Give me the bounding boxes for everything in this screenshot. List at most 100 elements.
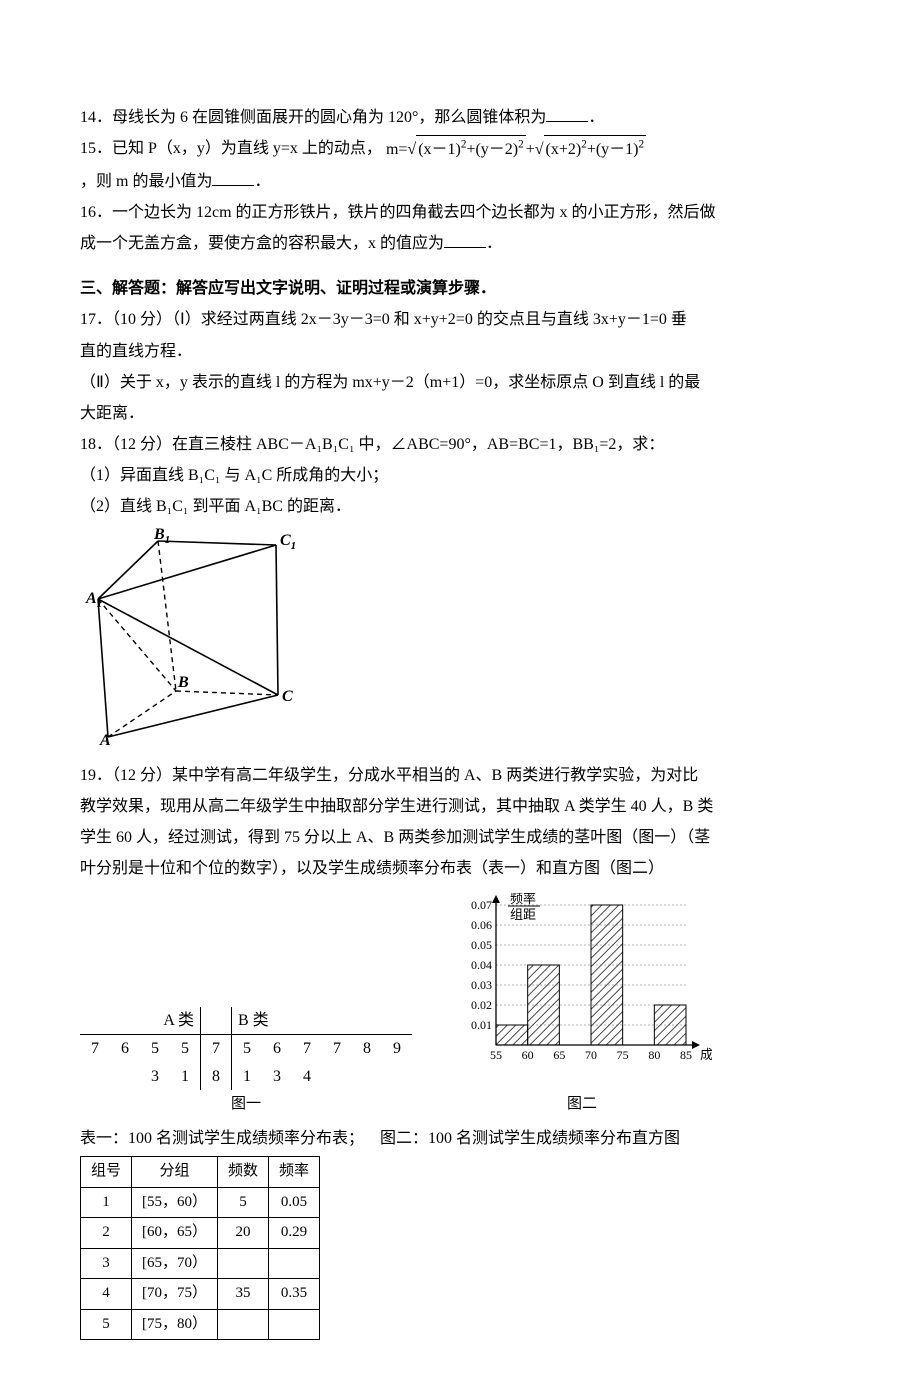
leaf-cell: 5 [232,1035,263,1063]
leaf-cell: 7 [292,1035,322,1063]
svg-text:65: 65 [553,1048,565,1062]
question-17-line1: 17．（10 分）（Ⅰ）求经过两直线 2x－3y－3=0 和 x+y+2=0 的… [80,306,920,333]
cell-no: 2 [81,1218,132,1249]
histogram-figure: 0.010.020.030.040.050.060.07556065707580… [452,893,712,1118]
leaf-cell: 9 [382,1035,412,1063]
leaf-cell: 5 [140,1035,170,1063]
q14-suffix: ． [588,109,604,126]
cell-rate: 0.05 [269,1187,320,1218]
question-19-line1: 19．（12 分）某中学有高二年级学生，分成水平相当的 A、B 两类进行教学实验… [80,762,920,789]
cell-freq [218,1309,269,1340]
q15-formula: m=√(x－1)2+(y－2)2+√(x+2)2+(y－1)2 [386,135,646,163]
leaf-cell: 5 [170,1035,201,1063]
question-18-line3: （2）直线 B₁C₁ 到平面 A₁BC 的距离． [80,493,920,520]
svg-text:75: 75 [617,1048,629,1062]
svg-text:80: 80 [648,1048,660,1062]
leaf-cell: 3 [140,1063,170,1090]
question-16-line1: 16．一个边长为 12cm 的正方形铁片，铁片的四角截去四个边长都为 x 的小正… [80,199,920,226]
cell-freq: 35 [218,1279,269,1310]
leaf-cell [80,1063,110,1090]
stem-leaf-row: 3 1 8 1 3 4 [80,1063,412,1090]
leaf-cell: 7 [322,1035,352,1063]
question-15-line2: ，则 m 的最小值为． [80,168,920,195]
svg-text:55: 55 [490,1048,502,1062]
svg-text:0.03: 0.03 [471,978,492,992]
question-18-line2: （1）异面直线 B₁C₁ 与 A₁C 所成角的大小； [80,462,920,489]
stem-cell: 7 [201,1035,232,1063]
blank-fill[interactable] [546,121,588,122]
question-16-line2: 成一个无盖方盒，要使方盒的容积最大，x 的值应为 ． [80,230,920,257]
q16-line2-prefix: 成一个无盖方盒，要使方盒的容积最大，x 的值应为 [80,235,444,252]
col-header-no: 组号 [81,1157,132,1188]
prism-figure: A1 B1 C1 A B C [80,527,920,756]
leaf-cell [110,1063,140,1090]
question-17-line4: 大距离． [80,400,920,427]
col-header-range: 分组 [132,1157,218,1188]
question-19-line4: 叶分别是十位和个位的数字），以及学生成绩频率分布表（表一）和直方图（图二） [80,855,920,882]
leaf-cell: 8 [352,1035,382,1063]
table-row: 2 [60，65） 20 0.29 [81,1218,320,1249]
leaf-cell: 6 [110,1035,140,1063]
cell-rate [269,1309,320,1340]
leaf-cell: 4 [292,1063,322,1090]
stem-leaf-figure: A 类 B 类 7 6 5 5 7 5 6 7 7 8 9 3 1 [80,1007,412,1117]
histogram-caption: 图二 [452,1092,712,1118]
table-row: 5 [75，80） [81,1309,320,1340]
question-19-line2: 教学效果，现用从高二年级学生中抽取部分学生进行测试，其中抽取 A 类学生 40 … [80,793,920,820]
svg-text:0.07: 0.07 [471,898,492,912]
cell-no: 3 [81,1248,132,1279]
blank-fill[interactable] [212,185,254,186]
stem-leaf-header-A: A 类 [80,1007,201,1035]
table-row: 4 [70，75） 35 0.35 [81,1279,320,1310]
stem-leaf-header-B: B 类 [232,1007,413,1035]
svg-text:频率: 频率 [510,893,536,906]
question-19-line3: 学生 60 人，经过测试，得到 75 分以上 A、B 两类参加测试学生成绩的茎叶… [80,824,920,851]
section-3-header: 三、解答题：解答应写出文字说明、证明过程或演算步骤． [80,275,920,302]
question-17-line2: 直的直线方程． [80,338,920,365]
q16-suffix: ． [486,235,502,252]
svg-text:组距: 组距 [510,907,536,922]
leaf-cell [352,1063,382,1090]
cell-rate [269,1248,320,1279]
q15-plus: + [526,141,535,158]
label-B: B [177,674,189,691]
col-header-freq: 频数 [218,1157,269,1188]
svg-text:0.02: 0.02 [471,998,492,1012]
table-header-row: 组号 分组 频数 频率 [81,1157,320,1188]
question-14: 14．母线长为 6 在圆锥侧面展开的圆心角为 120°，那么圆锥体积为． [80,104,920,131]
question-18-line1: 18．（12 分）在直三棱柱 ABC－A₁B₁C₁ 中，∠ABC=90°，AB=… [80,431,920,458]
stem-leaf-row: 7 6 5 5 7 5 6 7 7 8 9 [80,1035,412,1063]
stem-leaf-caption: 图一 [80,1092,412,1118]
table-row: 1 [55，60） 5 0.05 [81,1187,320,1218]
svg-text:85: 85 [680,1048,692,1062]
cell-freq: 20 [218,1218,269,1249]
label-C: C [282,688,293,705]
table-row: 3 [65，70） [81,1248,320,1279]
table-caption-right: 图二：100 名测试学生成绩频率分布直方图 [380,1130,680,1147]
table-caption-left: 表一：100 名测试学生成绩频率分布表； [80,1130,364,1147]
leaf-cell [382,1063,412,1090]
blank-fill[interactable] [444,247,486,248]
q15-m-label: m= [386,141,407,158]
q15-line2-prefix: ，则 m 的最小值为 [80,173,212,190]
figures-row: A 类 B 类 7 6 5 5 7 5 6 7 7 8 9 3 1 [80,893,920,1118]
leaf-cell: 1 [232,1063,263,1090]
table-captions: 表一：100 名测试学生成绩频率分布表； 图二：100 名测试学生成绩频率分布直… [80,1125,920,1152]
svg-text:0.06: 0.06 [471,918,492,932]
cell-range: [55，60） [132,1187,218,1218]
leaf-cell: 7 [80,1035,110,1063]
q15-prefix: 15．已知 P（x，y）为直线 y=x 上的动点， [80,140,382,157]
svg-text:0.05: 0.05 [471,938,492,952]
cell-range: [65，70） [132,1248,218,1279]
cell-range: [75，80） [132,1309,218,1340]
cell-rate: 0.35 [269,1279,320,1310]
svg-text:成绩: 成绩 [700,1047,712,1062]
leaf-cell: 6 [262,1035,292,1063]
cell-range: [70，75） [132,1279,218,1310]
stem-cell: 8 [201,1063,232,1090]
label-A: A [99,732,111,747]
label-A1: A1 [85,590,102,610]
svg-text:0.04: 0.04 [471,958,492,972]
cell-no: 5 [81,1309,132,1340]
label-C1: C1 [280,532,296,552]
